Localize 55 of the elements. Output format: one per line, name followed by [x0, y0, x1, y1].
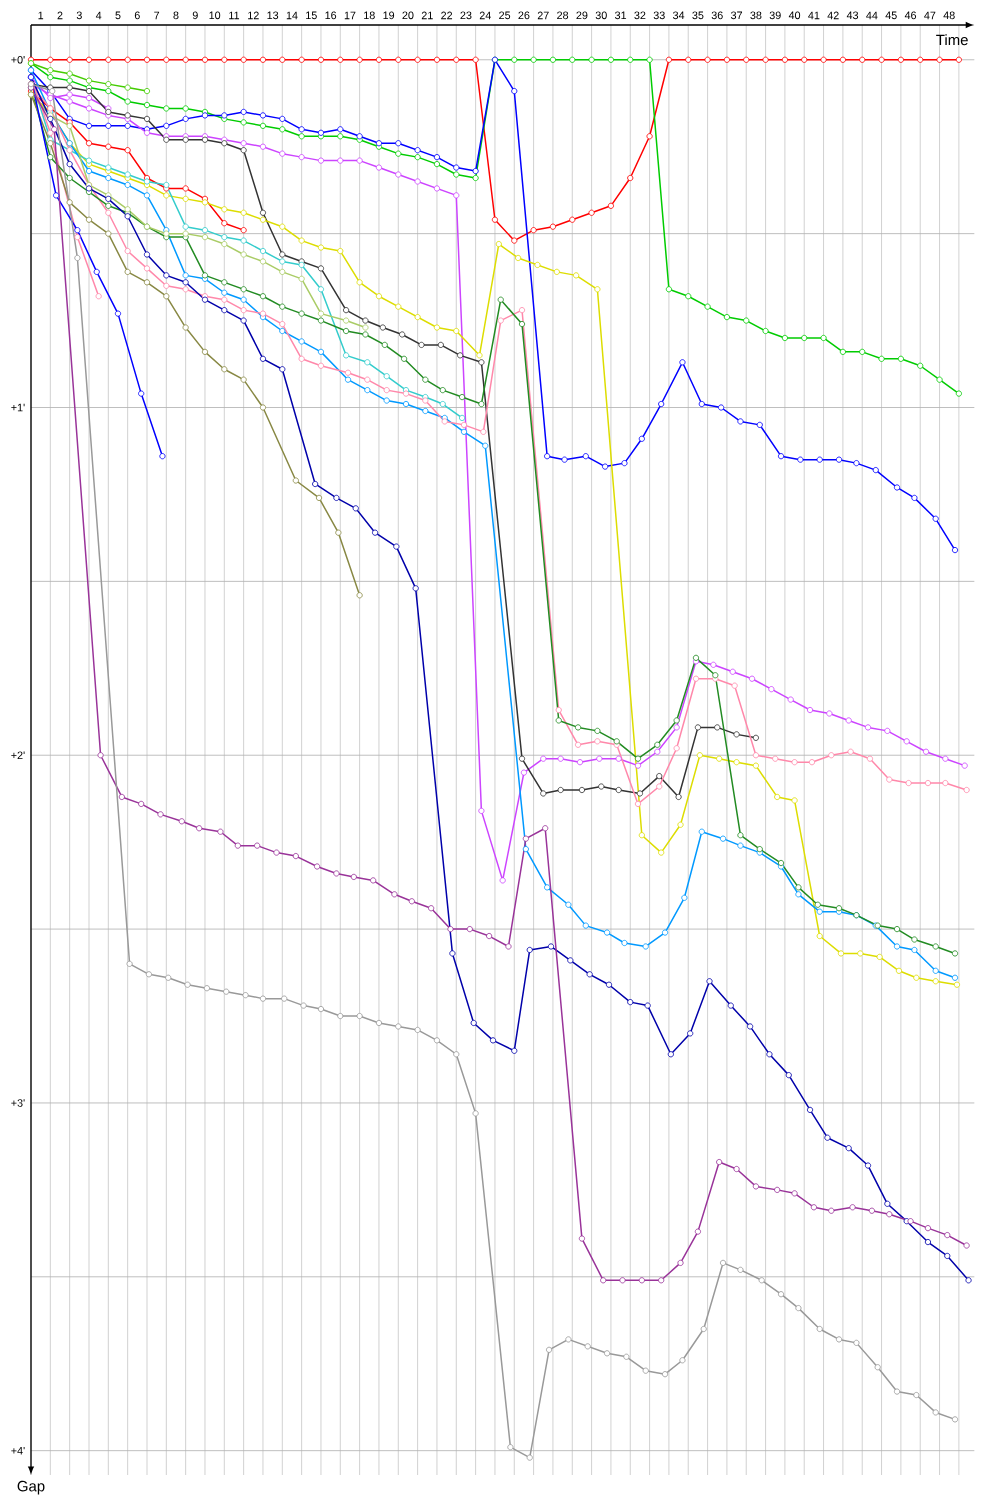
x-tick-label: 12	[248, 11, 259, 20]
x-tick-label: 28	[557, 11, 569, 20]
x-tick-label: 29	[576, 11, 588, 20]
x-tick-label: 21	[421, 11, 433, 20]
x-tick-label: 13	[267, 11, 279, 20]
y-tick-label: +4'	[11, 1446, 25, 1455]
x-tick-label: 7	[154, 11, 160, 20]
x-axis-title: Time	[936, 34, 968, 46]
x-tick-label: 31	[615, 11, 627, 20]
x-tick-label: 26	[518, 11, 530, 20]
x-tick-label: 36	[711, 11, 723, 20]
x-tick-label: 27	[537, 11, 549, 20]
x-tick-label: 34	[673, 11, 685, 20]
x-tick-label: 24	[479, 11, 491, 20]
x-tick-label: 17	[344, 11, 356, 20]
x-tick-label: 16	[325, 11, 337, 20]
y-tick-label: +0'	[11, 55, 25, 64]
x-tick-label: 39	[769, 11, 781, 20]
x-tick-label: 3	[76, 11, 82, 20]
x-tick-label: 4	[95, 11, 102, 20]
x-tick-label: 45	[885, 11, 897, 20]
x-tick-label: 9	[192, 11, 198, 20]
x-tick-label: 5	[115, 11, 121, 20]
x-tick-label: 23	[460, 11, 472, 20]
x-tick-label: 46	[904, 11, 917, 20]
y-tick-label: +2'	[11, 751, 25, 759]
x-tick-label: 18	[364, 11, 375, 20]
x-tick-label: 20	[402, 11, 414, 20]
x-tick-label: 47	[924, 11, 936, 20]
x-tick-label: 42	[827, 11, 839, 20]
x-tick-label: 30	[595, 11, 607, 20]
x-tick-label: 43	[846, 11, 859, 20]
x-tick-label: 11	[229, 11, 240, 20]
x-tick-label: 40	[788, 11, 801, 20]
x-tick-label: 37	[730, 11, 743, 20]
x-tick-label: 2	[57, 11, 63, 20]
x-tick-label: 15	[306, 11, 317, 20]
x-tick-label: 14	[286, 11, 298, 20]
x-tick-label: 32	[634, 11, 646, 20]
x-tick-label: 6	[134, 11, 140, 20]
x-tick-label: 19	[383, 11, 395, 20]
x-tick-label: 1	[38, 11, 44, 20]
y-tick-label: +1'	[11, 403, 25, 412]
x-tick-label: 33	[653, 11, 665, 20]
x-tick-label: 35	[692, 11, 704, 20]
x-tick-label: 44	[866, 11, 878, 20]
x-tick-label: 48	[943, 11, 955, 20]
x-tick-label: 10	[209, 11, 221, 20]
x-tick-label: 22	[441, 11, 453, 20]
x-tick-label: 41	[808, 11, 820, 20]
x-tick-label: 8	[173, 11, 179, 20]
x-tick-label: 38	[750, 11, 762, 20]
y-tick-label: +3'	[11, 1099, 25, 1107]
y-axis-title: Gap	[17, 1480, 45, 1495]
x-tick-label: 25	[499, 11, 511, 20]
